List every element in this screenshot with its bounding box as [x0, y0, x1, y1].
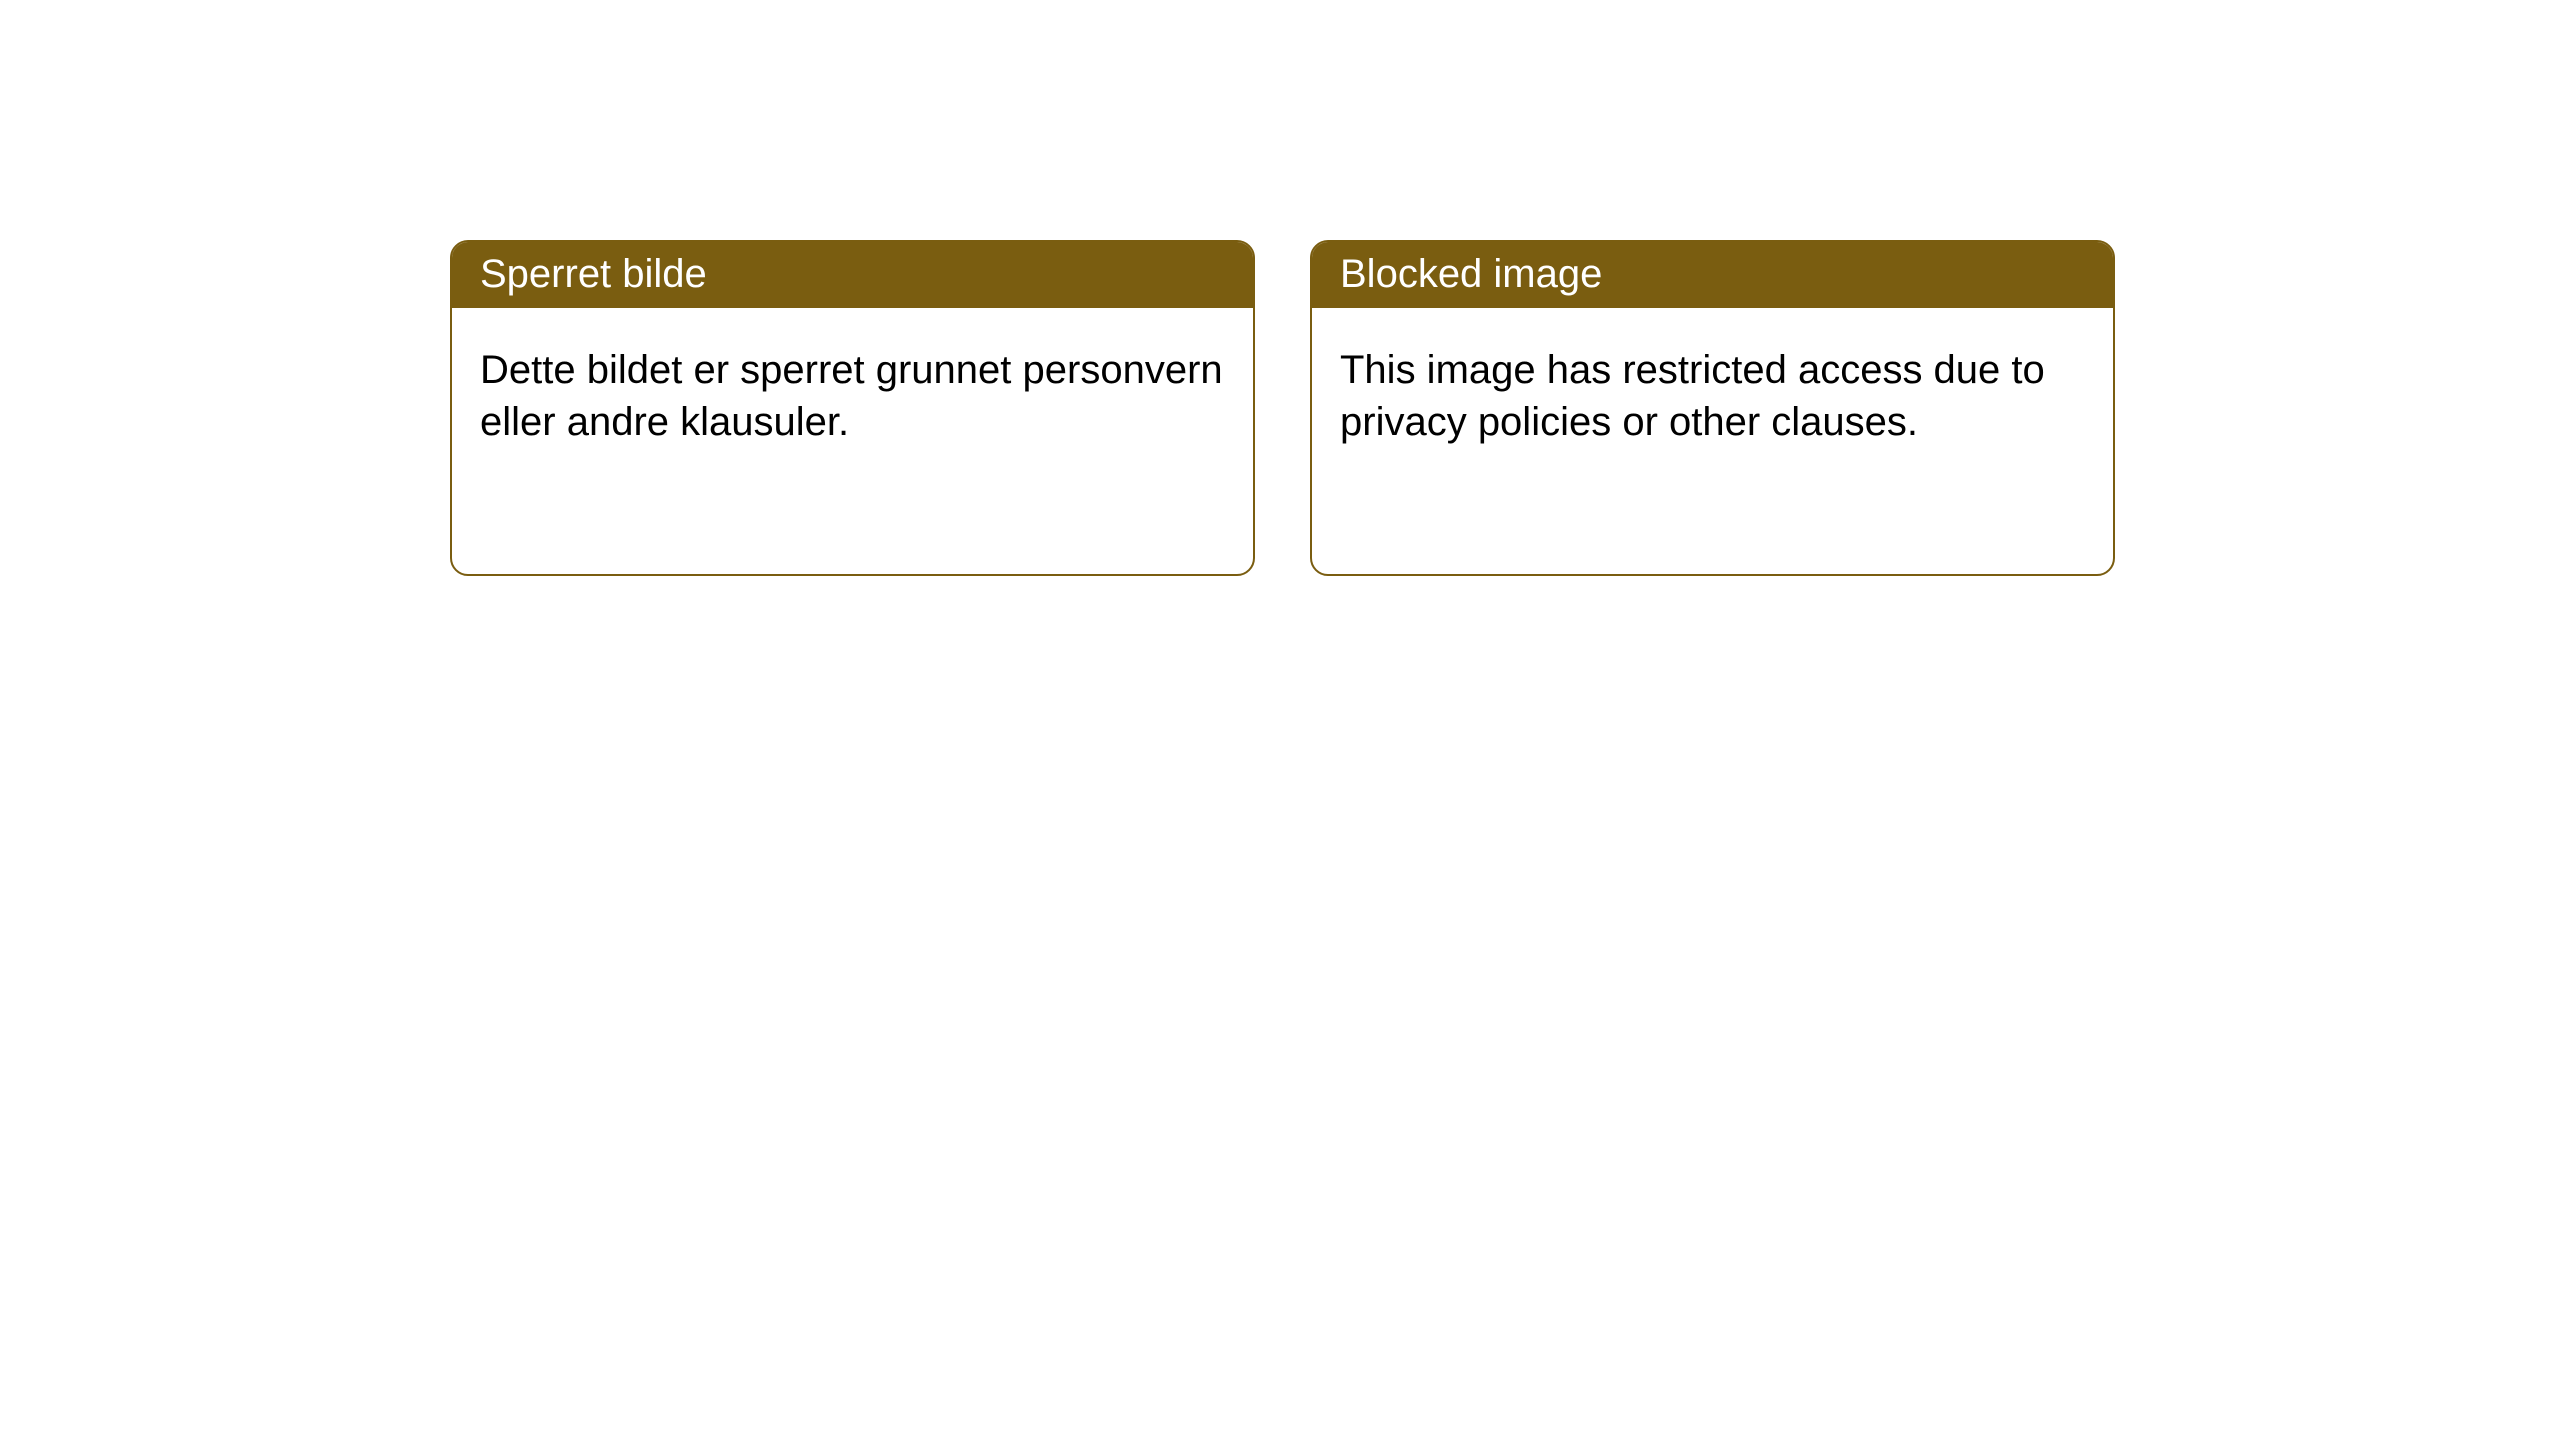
notice-body: This image has restricted access due to … [1312, 308, 2113, 484]
notice-box-norwegian: Sperret bilde Dette bildet er sperret gr… [450, 240, 1255, 576]
notice-container: Sperret bilde Dette bildet er sperret gr… [0, 0, 2560, 576]
notice-box-english: Blocked image This image has restricted … [1310, 240, 2115, 576]
notice-title: Sperret bilde [452, 242, 1253, 308]
notice-body: Dette bildet er sperret grunnet personve… [452, 308, 1253, 484]
notice-title: Blocked image [1312, 242, 2113, 308]
